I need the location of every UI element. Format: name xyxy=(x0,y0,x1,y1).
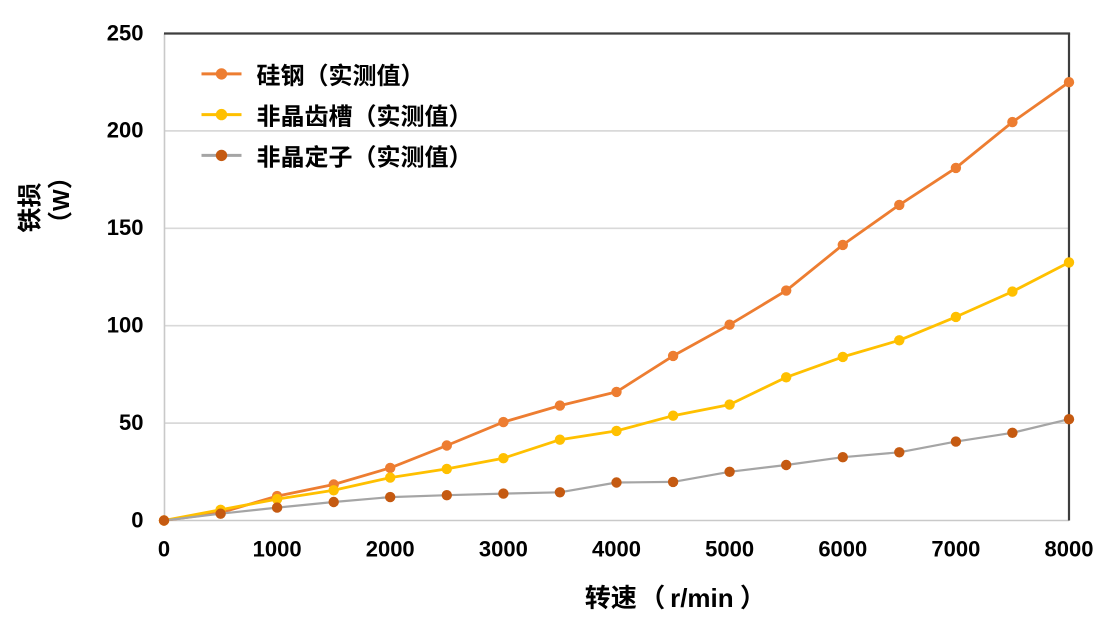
svg-text:5000: 5000 xyxy=(705,537,754,562)
svg-text:3000: 3000 xyxy=(479,537,528,562)
svg-text:0: 0 xyxy=(131,507,143,532)
svg-text:250: 250 xyxy=(107,20,144,45)
svg-text:200: 200 xyxy=(107,118,144,143)
svg-text:r/min: r/min xyxy=(670,583,734,613)
svg-text:150: 150 xyxy=(107,215,144,240)
svg-text:4000: 4000 xyxy=(592,537,641,562)
svg-text:6000: 6000 xyxy=(818,537,867,562)
svg-text:50: 50 xyxy=(119,410,143,435)
svg-text:W: W xyxy=(48,189,74,211)
svg-text:0: 0 xyxy=(158,537,170,562)
svg-text:100: 100 xyxy=(107,313,144,338)
svg-text:2000: 2000 xyxy=(366,537,415,562)
svg-text:8000: 8000 xyxy=(1045,537,1094,562)
svg-text:1000: 1000 xyxy=(253,537,302,562)
svg-text:7000: 7000 xyxy=(931,537,980,562)
